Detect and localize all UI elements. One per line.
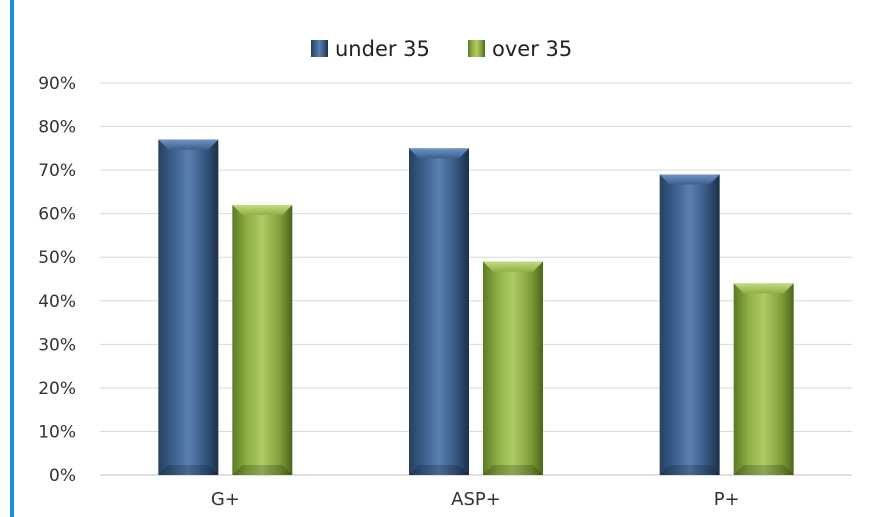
legend: under 35 over 35 — [311, 37, 572, 61]
bar-cap — [158, 139, 219, 150]
bar-cap — [659, 174, 720, 185]
y-tick-label: 70% — [38, 161, 76, 181]
bar-base — [483, 465, 543, 475]
legend-label: under 35 — [335, 37, 430, 61]
bar-over-35-gplus — [232, 204, 293, 475]
legend-item-over-35: over 35 — [468, 37, 572, 61]
x-tick-label: ASP+ — [451, 489, 501, 510]
bar-body — [158, 139, 219, 475]
bar-over-35-pplus — [733, 283, 794, 475]
bar-body — [483, 261, 543, 475]
x-axis: G+ ASP+ P+ — [211, 489, 740, 510]
bar-base — [409, 465, 469, 475]
legend-label: over 35 — [492, 37, 572, 61]
bar-under-35-pplus — [659, 174, 720, 475]
y-tick-label: 20% — [38, 379, 76, 399]
legend-swatch — [468, 40, 485, 57]
y-tick-label: 50% — [38, 248, 76, 268]
y-tick-label: 30% — [38, 335, 76, 355]
bar-body — [659, 174, 720, 475]
bar-body — [232, 204, 293, 475]
y-tick-label: 0% — [49, 466, 76, 486]
bar-under-35-gplus — [158, 139, 219, 475]
x-tick-label: P+ — [714, 489, 740, 510]
y-tick-label: 90% — [38, 74, 76, 94]
y-tick-label: 60% — [38, 205, 76, 225]
bar-base — [232, 465, 293, 475]
legend-item-under-35: under 35 — [311, 37, 430, 61]
bar-over-35-aspplus — [483, 261, 543, 475]
bar-base — [733, 465, 794, 475]
y-axis: 0% 10% 20% 30% 40% 50% 60% 70% 80% 90% — [38, 74, 76, 486]
y-tick-label: 40% — [38, 292, 76, 312]
gridlines — [100, 82, 852, 476]
legend-swatch — [311, 40, 328, 57]
bars — [158, 139, 794, 476]
y-tick-label: 80% — [38, 118, 76, 138]
bar-cap — [733, 283, 794, 294]
x-tick-label: G+ — [211, 489, 240, 510]
bar-body — [733, 283, 794, 475]
left-accent-bar — [10, 0, 14, 517]
bar-under-35-aspplus — [409, 148, 469, 476]
bar-body — [409, 148, 469, 476]
bar-cap — [483, 261, 543, 272]
bar-base — [158, 465, 219, 475]
bar-cap — [409, 148, 469, 159]
bar-cap — [232, 204, 293, 215]
y-tick-label: 10% — [38, 422, 76, 442]
bar-base — [659, 465, 720, 475]
